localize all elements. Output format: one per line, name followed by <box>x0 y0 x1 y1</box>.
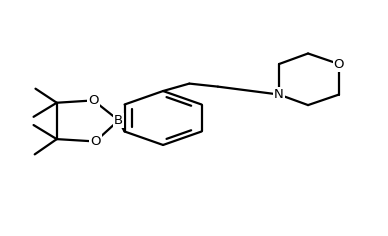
Text: O: O <box>334 58 344 71</box>
Text: N: N <box>274 88 284 101</box>
Text: B: B <box>114 114 123 127</box>
Text: O: O <box>90 135 100 148</box>
Text: O: O <box>88 94 99 107</box>
